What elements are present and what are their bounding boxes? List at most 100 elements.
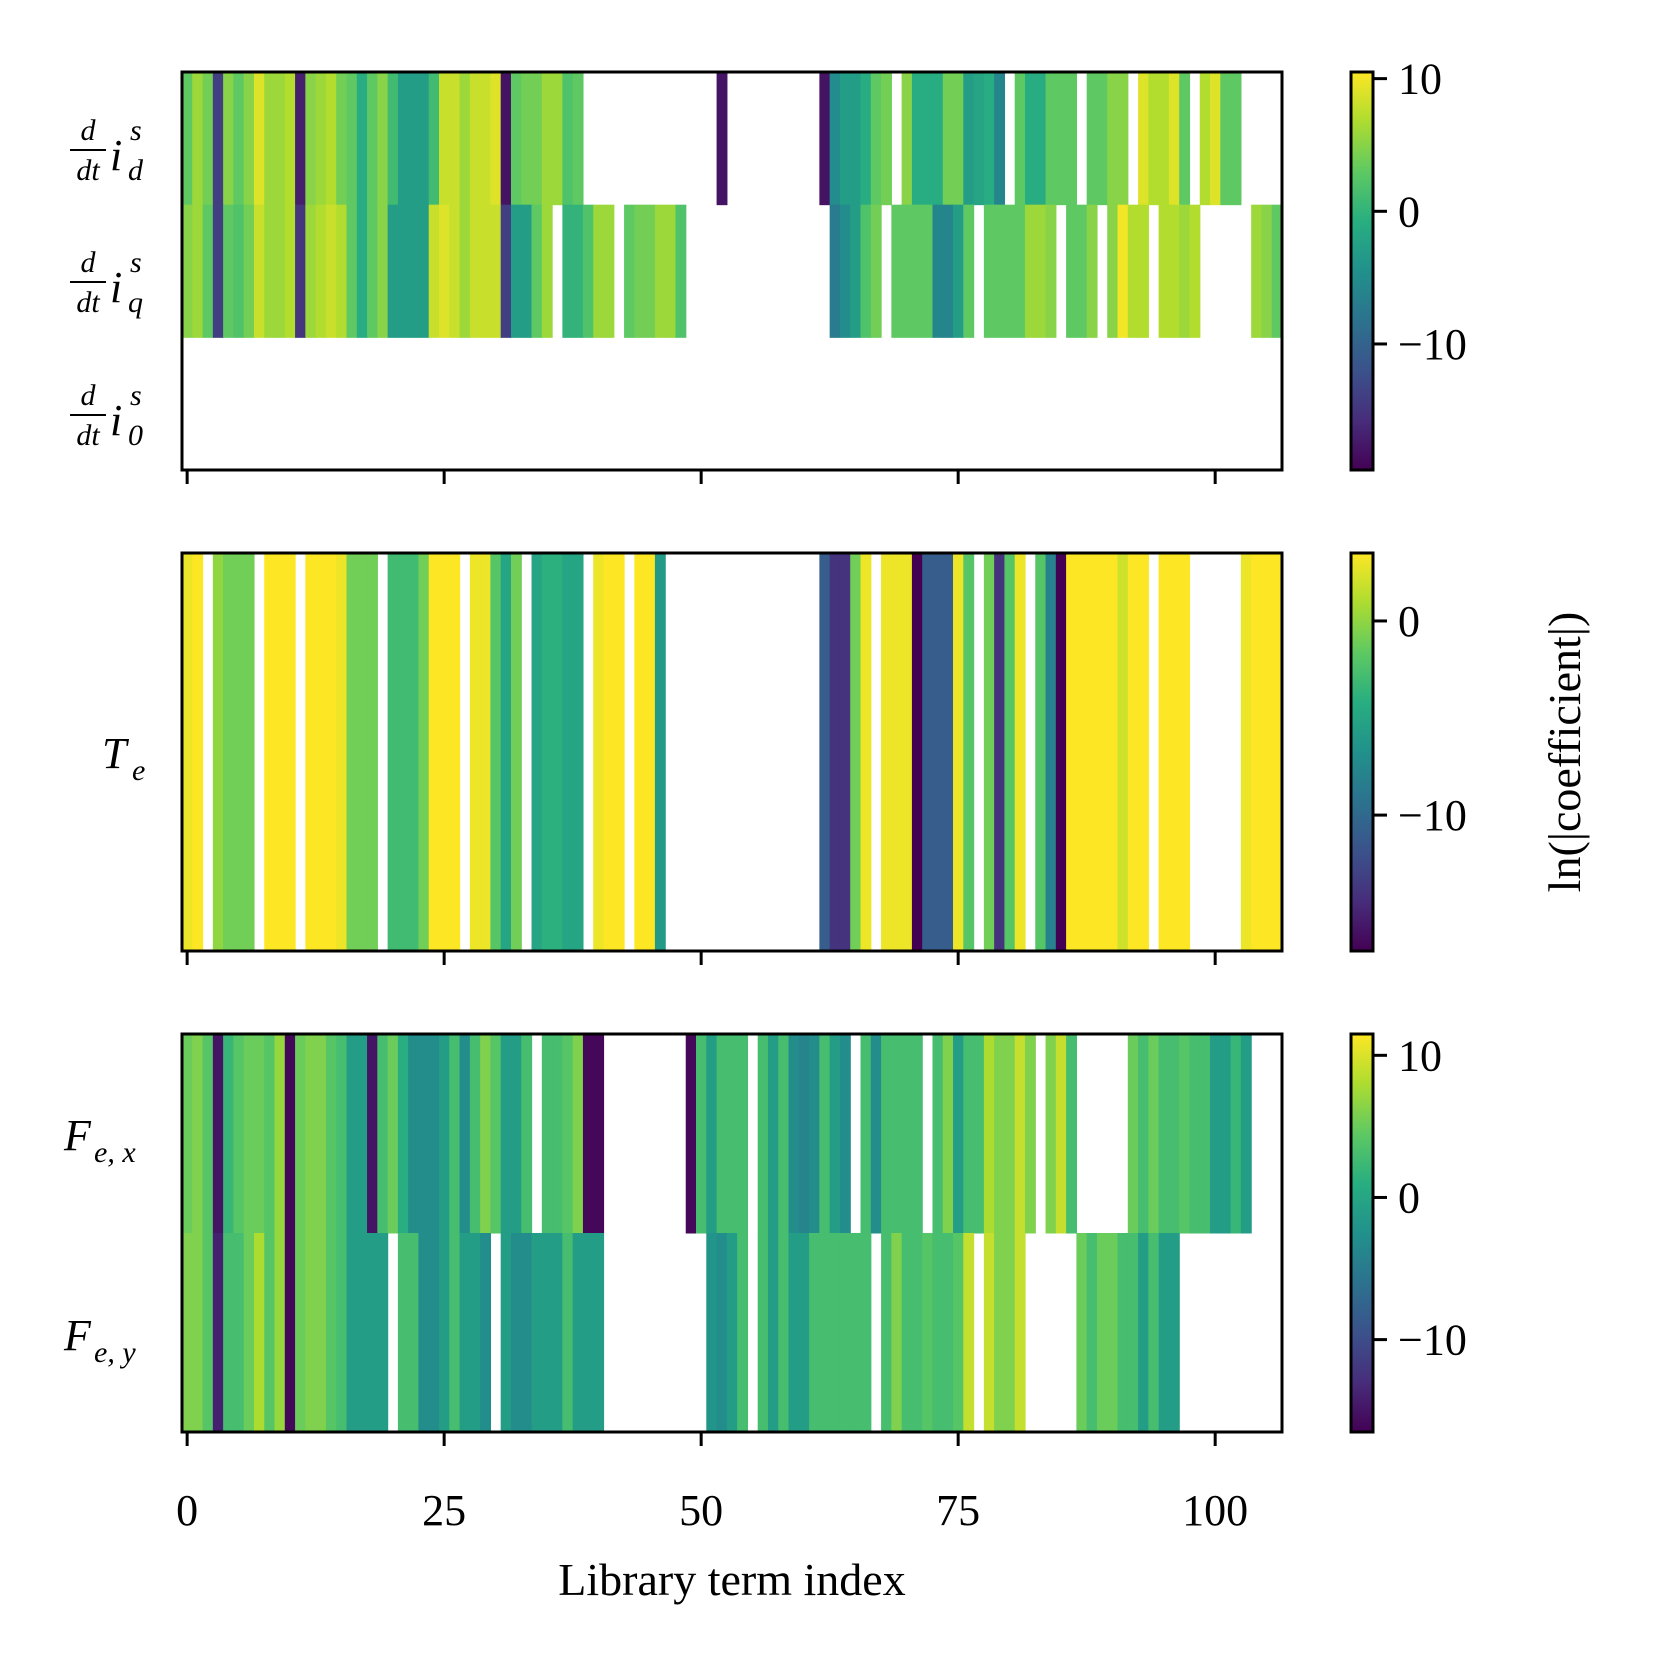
heatmap-cell — [624, 204, 635, 338]
heatmap-cell — [901, 553, 913, 952]
heatmap-cell — [829, 1233, 841, 1433]
heatmap-cell — [367, 1233, 378, 1433]
heatmap-cell — [1199, 1034, 1211, 1234]
heatmap-cell — [439, 1233, 450, 1433]
heatmap-cell — [1117, 553, 1129, 952]
heatmap-cell — [233, 204, 245, 338]
heatmap-cell — [510, 553, 522, 952]
heatmap-cell — [839, 1233, 851, 1433]
heatmap-cell — [233, 553, 245, 952]
heatmap-cell — [1055, 72, 1067, 206]
heatmap-cell — [387, 72, 399, 206]
svg-text:e, y: e, y — [94, 1336, 136, 1369]
heatmap-cell — [963, 1034, 975, 1234]
heatmap-cell — [212, 204, 224, 338]
heatmap-cell — [243, 72, 255, 206]
heatmap-cell — [572, 72, 584, 206]
heatmap-cell — [973, 72, 985, 206]
heatmap-cell — [439, 72, 450, 206]
heatmap-cell — [295, 1233, 306, 1433]
heatmap-cell — [1148, 1034, 1160, 1234]
heatmap-cell — [274, 553, 286, 952]
heatmap-cell — [346, 72, 358, 206]
heatmap-cell — [582, 204, 594, 338]
heatmap-cell — [911, 72, 923, 206]
heatmap-cell — [490, 204, 502, 338]
heatmap-cell — [1117, 204, 1129, 338]
heatmap-cell — [850, 553, 862, 952]
heatmap-cell — [1076, 553, 1088, 952]
heatmap-cell — [737, 1233, 749, 1433]
x-axis-ticks: 0 25 50 75 100 — [176, 470, 1248, 1535]
heatmap-cell — [1230, 72, 1242, 206]
heatmap-cell — [1158, 1034, 1170, 1234]
heatmap-cell — [819, 553, 831, 952]
heatmap-cell — [644, 204, 656, 338]
heatmap-cell — [541, 72, 553, 206]
colorbar-tick-label: −10 — [1398, 1316, 1467, 1365]
heatmap-cell — [521, 1233, 533, 1433]
heatmap-cell — [1045, 1034, 1057, 1234]
heatmap-cell — [1189, 1034, 1201, 1234]
row-label-diq: d dt i s q — [70, 246, 143, 319]
heatmap-cell — [819, 1233, 831, 1433]
heatmap-cell — [911, 204, 923, 338]
heatmap-cell — [356, 204, 368, 338]
heatmap-cell — [243, 1233, 255, 1433]
heatmap-cell — [1261, 553, 1273, 952]
heatmap-cell — [552, 1233, 563, 1433]
heatmap-cell — [593, 553, 605, 952]
heatmap-cell — [1024, 72, 1036, 206]
heatmap-cell — [1240, 1034, 1252, 1234]
colorbar-label: ln(|coefficient|) — [1539, 612, 1590, 893]
heatmap-cell — [1107, 553, 1119, 952]
heatmap-cell — [1220, 1034, 1232, 1234]
heatmap-cell — [963, 1233, 975, 1433]
heatmap-cell — [223, 1034, 234, 1234]
heatmap-cell — [490, 553, 502, 952]
panel3-frame — [180, 1032, 1284, 1434]
colorbar-3 — [1349, 1032, 1375, 1434]
heatmap-cell — [397, 72, 409, 206]
heatmap-cell — [1004, 1233, 1016, 1433]
heatmap-cell — [1138, 72, 1149, 206]
svg-text:d: d — [81, 379, 97, 412]
heatmap-cell — [367, 1034, 378, 1234]
heatmap-cell — [315, 1034, 327, 1234]
heatmap-cell — [1158, 204, 1170, 338]
heatmap-cell — [449, 72, 461, 206]
heatmap-cell — [428, 1034, 440, 1234]
heatmap-cell — [480, 204, 492, 338]
heatmap-cell — [922, 204, 934, 338]
heatmap-cell — [305, 553, 317, 952]
heatmap-cell — [1148, 1233, 1160, 1433]
heatmap-cell — [1127, 1034, 1139, 1234]
heatmap-cell — [274, 1233, 286, 1433]
heatmap-cell — [264, 1233, 276, 1433]
heatmap-cell — [490, 72, 502, 206]
heatmap-cell — [716, 1233, 728, 1433]
heatmap-cell — [315, 72, 327, 206]
heatmap-cell — [983, 72, 995, 206]
heatmap-cell — [480, 1034, 492, 1234]
heatmap-cell — [901, 1233, 913, 1433]
heatmap-cell — [469, 553, 481, 952]
heatmap-cell — [264, 553, 276, 952]
heatmap-cell — [264, 72, 276, 206]
svg-text:d: d — [81, 246, 97, 279]
heatmap-cell — [202, 1233, 214, 1433]
heatmap-cell — [1168, 1034, 1180, 1234]
row-label-fey: F e, y — [63, 1311, 136, 1369]
heatmap-cell — [531, 553, 543, 952]
heatmap-cell — [1168, 72, 1180, 206]
heatmap-cell — [346, 204, 358, 338]
heatmap-cell — [809, 1233, 820, 1433]
heatmap-cell — [1014, 1034, 1026, 1234]
heatmap-cell — [860, 553, 872, 952]
heatmap-cell — [654, 204, 666, 338]
heatmap-cell — [891, 204, 903, 338]
heatmap-cell — [1230, 1034, 1242, 1234]
heatmap-cell — [397, 1034, 409, 1234]
heatmap-cell — [1251, 204, 1263, 338]
